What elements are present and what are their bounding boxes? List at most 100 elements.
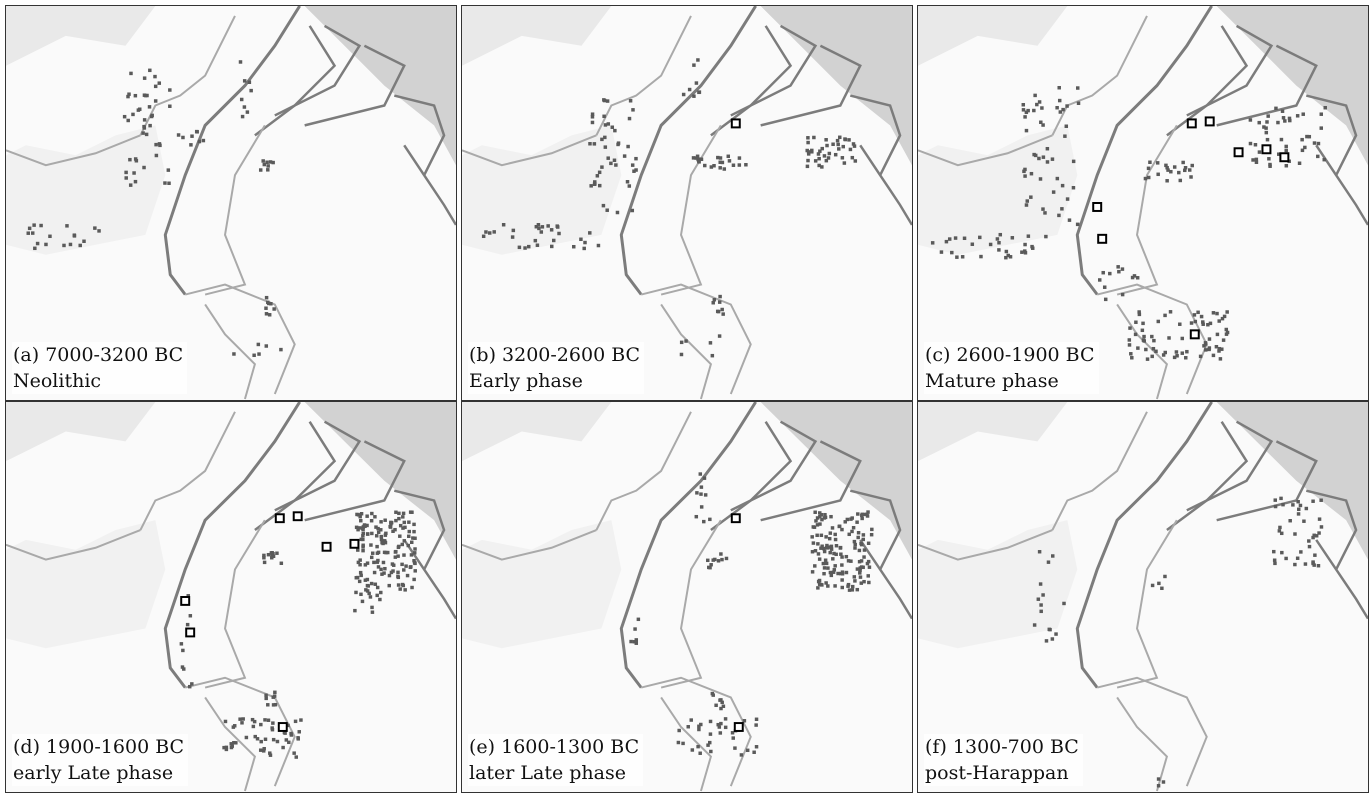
site-marker <box>539 230 544 234</box>
site-marker <box>866 510 870 514</box>
site-marker <box>1287 116 1292 121</box>
site-marker <box>686 725 690 729</box>
site-marker <box>403 525 407 530</box>
site-marker <box>818 514 822 519</box>
site-marker <box>369 581 374 586</box>
site-marker <box>632 640 637 644</box>
site-marker <box>381 541 385 546</box>
site-marker <box>1130 356 1134 360</box>
site-marker <box>842 161 847 165</box>
site-marker <box>603 123 608 127</box>
site-marker <box>552 238 556 243</box>
site-marker <box>195 130 199 134</box>
site-marker <box>232 740 236 745</box>
site-marker <box>1274 106 1278 111</box>
site-marker <box>48 234 52 239</box>
site-marker <box>855 520 859 524</box>
site-marker <box>1296 499 1300 504</box>
site-marker <box>716 155 720 160</box>
site-marker <box>264 696 268 701</box>
site-marker <box>953 236 958 240</box>
site-marker <box>815 516 820 520</box>
site-marker <box>711 301 715 305</box>
site-marker <box>1040 106 1044 110</box>
phase-label-b: Early phase <box>469 370 583 392</box>
site-marker <box>359 573 363 578</box>
site-marker <box>699 505 704 509</box>
site-marker <box>829 573 834 578</box>
period-label-b: (b) 3200-2600 BC <box>469 344 641 366</box>
site-marker <box>1172 355 1177 360</box>
site-markers <box>481 58 858 358</box>
site-marker <box>402 568 406 572</box>
site-marker <box>375 593 379 598</box>
map-c <box>918 6 1368 400</box>
site-marker <box>284 738 289 742</box>
site-marker <box>1253 143 1258 147</box>
site-marker <box>718 698 722 702</box>
site-marker <box>754 717 759 721</box>
site-marker <box>510 235 515 239</box>
site-marker <box>822 154 827 158</box>
site-marker <box>834 552 838 557</box>
site-marker <box>1025 199 1030 203</box>
site-marker <box>731 163 736 167</box>
site-marker <box>718 731 723 735</box>
site-marker <box>410 585 414 590</box>
site-marker <box>1279 531 1284 536</box>
site-marker <box>1201 322 1205 326</box>
map-panel-b: (b) 3200-2600 BC Early phase <box>461 5 913 401</box>
site-marker <box>413 536 417 540</box>
site-marker <box>1058 110 1063 114</box>
site-marker <box>363 578 368 582</box>
site-marker <box>816 152 821 156</box>
site-marker <box>168 88 172 92</box>
city-marker <box>292 511 303 522</box>
site-marker <box>589 184 593 188</box>
site-marker <box>142 124 146 129</box>
site-marker <box>1136 346 1140 350</box>
site-marker <box>710 353 715 358</box>
site-marker <box>833 152 838 157</box>
site-marker <box>549 228 554 232</box>
site-marker <box>1150 334 1154 339</box>
site-marker <box>1257 150 1262 154</box>
site-marker <box>600 137 604 142</box>
site-marker <box>722 167 727 171</box>
site-marker <box>354 525 359 530</box>
caption-e: (e) 1600-1300 BC later Late phase <box>468 734 644 786</box>
site-marker <box>697 90 702 94</box>
site-marker <box>1316 154 1320 159</box>
site-marker <box>1322 157 1326 162</box>
site-marker <box>147 105 152 109</box>
site-marker <box>840 156 845 160</box>
site-marker <box>726 154 731 159</box>
site-marker <box>708 341 713 345</box>
site-marker <box>1277 152 1281 156</box>
site-marker <box>694 156 698 160</box>
site-marker <box>850 529 854 534</box>
site-marker <box>229 745 234 750</box>
site-marker <box>708 740 712 745</box>
site-marker <box>379 537 384 542</box>
site-marker <box>264 295 269 300</box>
site-marker <box>238 717 242 721</box>
site-marker <box>245 110 250 114</box>
site-marker <box>828 570 833 575</box>
site-marker <box>1284 556 1288 561</box>
site-marker <box>1146 175 1151 180</box>
period-label-a: (a) 7000-3200 BC <box>13 344 184 366</box>
site-marker <box>691 156 696 160</box>
site-marker <box>1127 338 1132 342</box>
site-marker <box>856 535 860 540</box>
site-marker <box>1141 321 1145 326</box>
site-marker <box>612 158 617 163</box>
site-marker <box>1167 336 1171 340</box>
site-marker <box>271 160 275 165</box>
site-marker <box>180 665 185 669</box>
site-marker <box>1304 506 1309 511</box>
site-marker <box>1128 326 1132 330</box>
site-marker <box>32 223 36 227</box>
map-e <box>462 402 912 792</box>
site-marker <box>718 160 722 164</box>
